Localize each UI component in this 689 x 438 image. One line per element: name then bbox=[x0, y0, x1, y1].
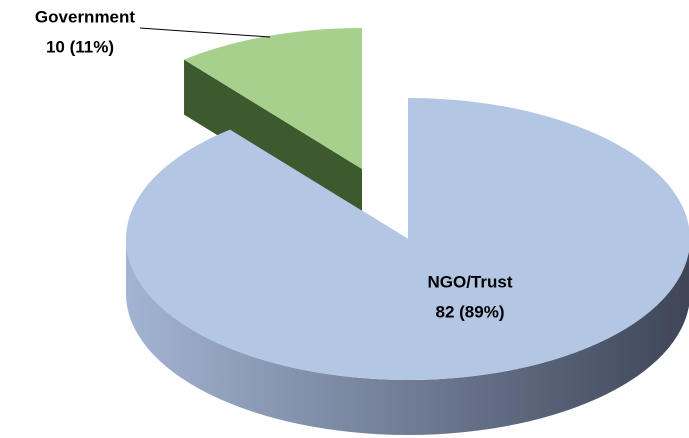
slice-face bbox=[184, 59, 362, 224]
slice-label: NGO/Trust bbox=[427, 272, 512, 291]
leader-line bbox=[139, 27, 271, 38]
slice-label: Government bbox=[35, 7, 135, 26]
slice bbox=[184, 28, 362, 169]
value-label: 10 (11%) bbox=[46, 37, 114, 56]
slice-side bbox=[126, 239, 689, 435]
value-label: 82 (89%) bbox=[436, 302, 505, 321]
slice bbox=[126, 98, 689, 380]
